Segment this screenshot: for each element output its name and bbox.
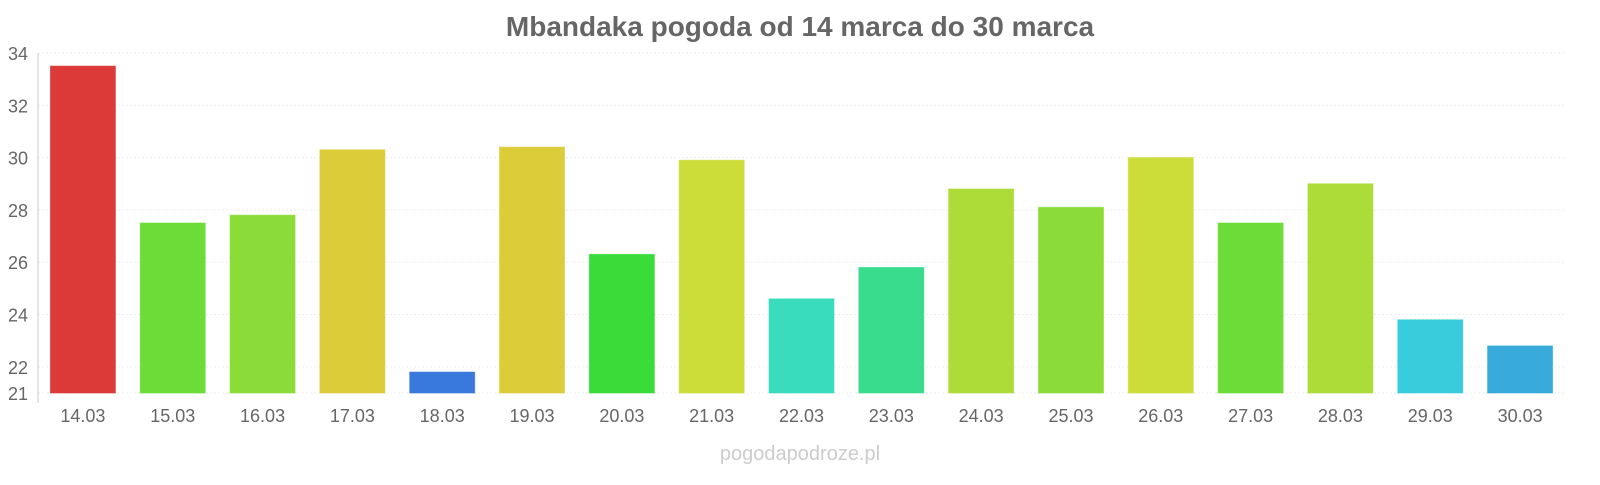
bar-19.03 [499, 146, 566, 394]
x-tick-label: 20.03 [599, 406, 644, 426]
y-tick-label: 28 [8, 201, 28, 221]
x-tick-label: 15.03 [150, 406, 195, 426]
y-tick-label: 34 [8, 44, 28, 64]
x-tick-label: 19.03 [510, 406, 555, 426]
chart-title: Mbandaka pogoda od 14 marca do 30 marca [506, 11, 1095, 42]
x-tick-label: 27.03 [1228, 406, 1273, 426]
x-tick-label: 22.03 [779, 406, 824, 426]
x-tick-label: 30.03 [1498, 406, 1543, 426]
x-tick-label: 21.03 [689, 406, 734, 426]
bar-18.03 [409, 371, 476, 394]
bar-14.03 [49, 65, 116, 394]
y-tick-label: 30 [8, 149, 28, 169]
x-tick-label: 26.03 [1138, 406, 1183, 426]
bar-25.03 [1037, 206, 1104, 394]
watermark: pogodapodroze.pl [720, 443, 880, 465]
x-tick-label: 24.03 [959, 406, 1004, 426]
x-tick-label: 14.03 [60, 406, 105, 426]
bar-17.03 [319, 149, 386, 394]
y-tick-label: 21 [8, 384, 28, 404]
x-tick-label: 28.03 [1318, 406, 1363, 426]
y-tick-label: 24 [8, 306, 28, 326]
y-tick-label: 22 [8, 358, 28, 378]
x-tick-label: 16.03 [240, 406, 285, 426]
bar-29.03 [1397, 319, 1464, 394]
bar-16.03 [229, 214, 296, 394]
bar-15.03 [139, 222, 206, 394]
bar-22.03 [768, 298, 835, 394]
y-tick-label: 32 [8, 96, 28, 116]
bar-21.03 [678, 159, 745, 394]
bar-28.03 [1307, 183, 1374, 394]
x-tick-label: 17.03 [330, 406, 375, 426]
bar-27.03 [1217, 222, 1284, 394]
bar-26.03 [1127, 157, 1194, 394]
x-tick-label: 23.03 [869, 406, 914, 426]
bar-24.03 [948, 188, 1015, 394]
bar-30.03 [1487, 345, 1554, 394]
x-tick-label: 29.03 [1408, 406, 1453, 426]
bar-20.03 [588, 253, 655, 394]
y-tick-label: 26 [8, 253, 28, 273]
x-tick-label: 18.03 [420, 406, 465, 426]
x-tick-label: 25.03 [1048, 406, 1093, 426]
bar-23.03 [858, 266, 925, 394]
